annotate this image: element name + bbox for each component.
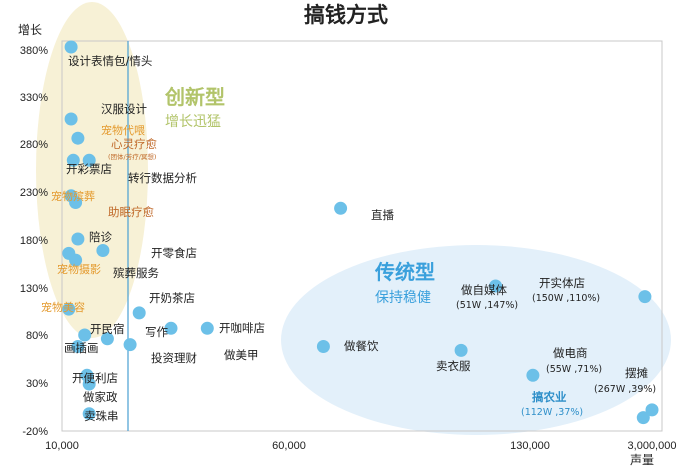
point-label: 投资理财	[151, 351, 197, 365]
point-label: 开咖啡店	[219, 321, 265, 335]
data-point	[164, 321, 178, 335]
zone-subtitle-innovation: 增长迅猛	[165, 114, 221, 130]
y-tick-label: 230%	[20, 187, 48, 199]
zone-title-innovation: 创新型	[164, 85, 225, 109]
data-point	[64, 40, 78, 54]
zone-subtitle-traditional: 保持稳健	[375, 290, 431, 306]
y-tick-label: 180%	[20, 235, 48, 247]
data-point	[100, 332, 114, 346]
point-label: 画插画	[64, 341, 99, 355]
point-label: 卖衣服	[436, 359, 471, 373]
data-point	[96, 244, 110, 257]
data-point	[69, 253, 83, 267]
point-sublabel: (150W ,110%)	[532, 293, 600, 304]
data-point	[82, 377, 96, 391]
y-tick-label: 80%	[26, 330, 48, 342]
point-label: 做自媒体	[461, 283, 507, 297]
data-point	[334, 201, 348, 215]
point-label: 写作	[145, 325, 168, 339]
point-label: 宠物摄影	[57, 262, 101, 276]
x-tick-label: 60,000	[272, 440, 306, 452]
point-sublabel: (51W ,147%)	[456, 300, 518, 311]
point-label: 搞农业	[532, 390, 567, 404]
data-point	[123, 338, 137, 352]
x-tick-label: 10,000	[45, 440, 79, 452]
point-label: 开彩票店	[66, 162, 112, 176]
x-ticks: 10,000 60,000 130,000 3,000,000	[45, 440, 676, 452]
point-label: 做美甲	[224, 348, 259, 362]
y-tick-label: 330%	[20, 92, 48, 104]
y-axis-label: 增长	[18, 23, 42, 37]
data-point	[132, 306, 146, 320]
point-label: 开实体店	[539, 276, 585, 290]
point-label: 开便利店	[72, 371, 118, 385]
y-tick-label: 380%	[20, 45, 48, 57]
point-sublabel: (55W ,71%)	[546, 364, 602, 375]
y-ticks: 380% 330% 280% 230% 180% 130% 80% 30% -2…	[20, 45, 48, 438]
data-point	[62, 302, 76, 316]
data-point	[82, 153, 96, 167]
x-axis-label: 声量	[630, 453, 654, 467]
point-label: 汉服设计	[101, 102, 147, 116]
point-label: 助眠疗愈	[108, 205, 154, 219]
data-point	[69, 196, 83, 209]
point-label: 摆摊	[625, 366, 648, 380]
data-point	[454, 343, 468, 357]
data-point	[78, 328, 92, 342]
point-label: 殡葬服务	[113, 266, 159, 280]
zone-title-traditional: 传统型	[374, 260, 435, 284]
point-label: (团体/芳疗/冥想)	[108, 152, 156, 161]
point-label: 做家政	[83, 390, 118, 404]
x-tick-label: 3,000,000	[628, 440, 677, 452]
point-label: 宠物美容	[41, 300, 85, 314]
point-sublabel: (267W ,39%)	[594, 384, 656, 395]
data-point	[489, 279, 503, 293]
point-label: 设计表情包/情头	[68, 54, 152, 68]
chart-title: 搞钱方式	[304, 3, 388, 27]
data-point	[71, 340, 85, 353]
point-label: 心灵疗愈	[111, 137, 157, 151]
point-label: 陪诊	[89, 230, 112, 244]
point-label: 宠物殡葬	[51, 189, 95, 203]
point-label: 宠物代喂	[101, 123, 145, 137]
plot-frame	[61, 40, 663, 432]
point-label: 开奶茶店	[149, 291, 195, 305]
data-point	[66, 153, 80, 167]
data-point	[71, 232, 85, 246]
data-point	[71, 131, 85, 145]
data-point	[645, 403, 659, 417]
y-tick-label: 130%	[20, 283, 48, 295]
x-tick-label: 130,000	[510, 440, 550, 452]
data-point	[82, 407, 96, 421]
point-label: 做电商	[553, 346, 588, 360]
y-tick-label: -20%	[22, 426, 48, 438]
point-label: 做餐饮	[344, 339, 379, 353]
point-label: 直播	[371, 208, 394, 222]
data-point	[64, 112, 78, 126]
data-point	[526, 368, 540, 382]
data-points	[62, 40, 659, 425]
traditional-zone	[281, 245, 671, 435]
point-labels: 设计表情包/情头 汉服设计 宠物代喂 心灵疗愈 (团体/芳疗/冥想) 开彩票店 …	[41, 54, 656, 423]
y-tick-label: 30%	[26, 378, 48, 390]
point-label: 卖珠串	[84, 409, 119, 423]
data-point	[638, 290, 652, 304]
point-label: 开民宿	[90, 322, 125, 336]
data-point	[200, 321, 214, 335]
data-point	[316, 340, 330, 353]
point-label: 转行数据分析	[128, 171, 197, 185]
point-label: 开零食店	[151, 246, 197, 260]
point-sublabel: (112W ,37%)	[521, 407, 583, 418]
y-tick-label: 280%	[20, 139, 48, 151]
data-point	[636, 411, 650, 425]
